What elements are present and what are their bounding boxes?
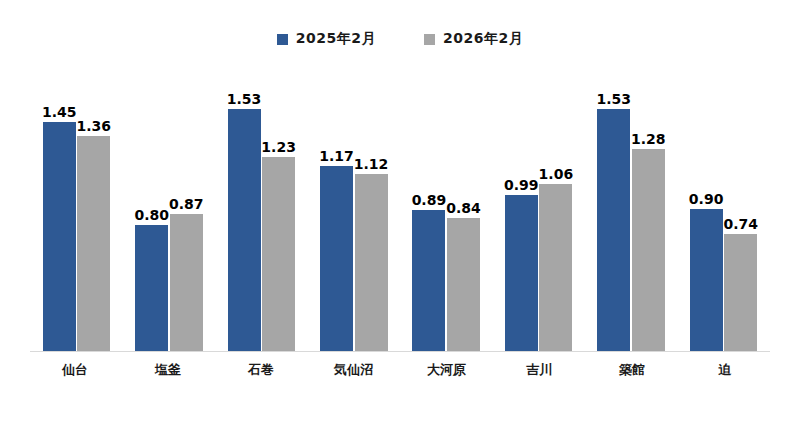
bar-value-label: 0.84 bbox=[446, 201, 481, 215]
bar-value-label: 1.06 bbox=[539, 167, 574, 181]
category-label: 迫 bbox=[692, 361, 758, 379]
bar-series-2: 0.84 bbox=[446, 201, 481, 351]
bar-series-2: 1.23 bbox=[261, 140, 296, 351]
bar-group-7: 1.53 1.28 bbox=[596, 92, 665, 351]
bar-value-label: 0.87 bbox=[169, 197, 204, 211]
category-label: 築館 bbox=[599, 361, 665, 379]
bar-group-6: 0.991.06 bbox=[504, 167, 573, 351]
bar-chart: 2025年2月 2026年2月 1.451.36 0.800.87 1.53 1.23… bbox=[0, 0, 800, 435]
bar-series-1: 0.80 bbox=[134, 208, 169, 351]
bar-rect bbox=[412, 210, 445, 351]
bar-group-4: 1.171.12 bbox=[319, 149, 388, 351]
bar-series-1: 0.90 bbox=[689, 192, 724, 351]
bar-series-1: 0.89 bbox=[412, 193, 447, 351]
bar-rect bbox=[505, 195, 538, 351]
bar-value-label: 1.36 bbox=[77, 119, 112, 133]
bar-rect bbox=[170, 214, 203, 351]
bar-rect bbox=[262, 157, 295, 351]
bar-rect bbox=[447, 218, 480, 351]
bar-value-label: 0.99 bbox=[504, 178, 539, 192]
bar-series-2: 1.36 bbox=[77, 119, 112, 351]
bar-group-5: 0.890.84 bbox=[412, 193, 481, 351]
category-axis: 仙台 塩釜 石巻 気仙沼 大河原 吉川 築館 迫 bbox=[30, 361, 770, 379]
bar-series-1: 1.17 bbox=[319, 149, 354, 351]
bar-group-2: 0.800.87 bbox=[134, 197, 203, 351]
bar-group-3: 1.53 1.23 bbox=[227, 92, 296, 351]
bar-rect bbox=[228, 109, 261, 351]
bar-value-label: 0.74 bbox=[723, 217, 758, 231]
bar-value-label: 0.89 bbox=[412, 193, 447, 207]
category-label: 石巻 bbox=[228, 361, 294, 379]
bar-series-2: 1.28 bbox=[631, 132, 666, 351]
bar-rect bbox=[724, 234, 757, 351]
legend-label-series-1: 2025年2月 bbox=[296, 30, 376, 48]
bar-rect bbox=[77, 136, 110, 351]
bar-rect bbox=[632, 149, 665, 351]
bar-value-label: 1.28 bbox=[631, 132, 666, 146]
category-label: 気仙沼 bbox=[321, 361, 387, 379]
chart-legend: 2025年2月 2026年2月 bbox=[0, 30, 800, 48]
legend-item-series-1: 2025年2月 bbox=[277, 30, 376, 48]
bar-group-8: 0.90 0.74 bbox=[689, 192, 758, 351]
legend-swatch-series-2 bbox=[424, 34, 435, 45]
bar-value-label: 1.53 bbox=[227, 92, 262, 106]
bar-group-1: 1.451.36 bbox=[42, 105, 111, 351]
category-label: 吉川 bbox=[506, 361, 572, 379]
bar-series-1: 0.99 bbox=[504, 178, 539, 351]
bar-value-label: 1.23 bbox=[261, 140, 296, 154]
bar-series-2: 0.74 bbox=[723, 217, 758, 351]
category-label: 塩釜 bbox=[135, 361, 201, 379]
bar-value-label: 1.53 bbox=[596, 92, 631, 106]
bar-series-1: 1.53 bbox=[227, 92, 262, 351]
bar-series-1: 1.45 bbox=[42, 105, 77, 351]
bar-value-label: 0.80 bbox=[134, 208, 169, 222]
bar-value-label: 1.12 bbox=[354, 157, 389, 171]
plot-area: 1.451.36 0.800.87 1.53 1.23 1.171.12 0.890.84… bbox=[30, 70, 770, 352]
bar-rect bbox=[135, 225, 168, 351]
bar-rect bbox=[690, 209, 723, 351]
bar-value-label: 1.45 bbox=[42, 105, 77, 119]
bar-rect bbox=[320, 166, 353, 351]
category-label: 大河原 bbox=[413, 361, 479, 379]
bar-rect bbox=[43, 122, 76, 351]
legend-label-series-2: 2026年2月 bbox=[443, 30, 523, 48]
bar-rect bbox=[539, 184, 572, 351]
bar-rect bbox=[355, 174, 388, 351]
bar-rect bbox=[597, 109, 630, 351]
bar-value-label: 1.17 bbox=[319, 149, 354, 163]
bar-series-1: 1.53 bbox=[596, 92, 631, 351]
bar-series-2: 0.87 bbox=[169, 197, 204, 351]
category-label: 仙台 bbox=[42, 361, 108, 379]
bar-series-2: 1.06 bbox=[539, 167, 574, 351]
bar-series-2: 1.12 bbox=[354, 157, 389, 351]
bar-value-label: 0.90 bbox=[689, 192, 724, 206]
legend-swatch-series-1 bbox=[277, 34, 288, 45]
legend-item-series-2: 2026年2月 bbox=[424, 30, 523, 48]
